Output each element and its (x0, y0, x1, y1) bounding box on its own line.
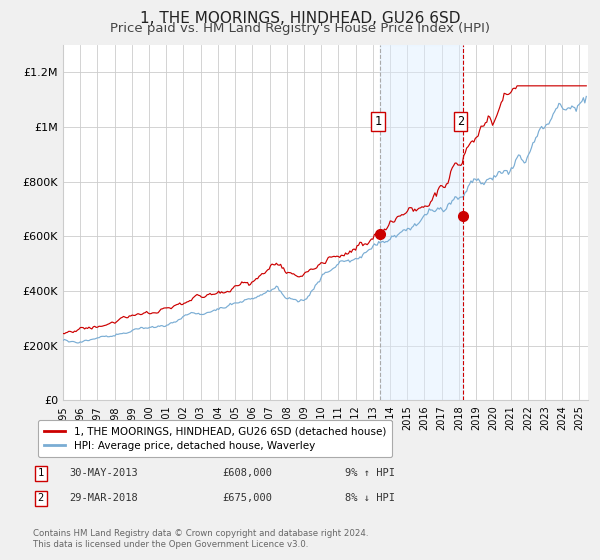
Text: 29-MAR-2018: 29-MAR-2018 (69, 493, 138, 503)
Text: Contains HM Land Registry data © Crown copyright and database right 2024.: Contains HM Land Registry data © Crown c… (33, 529, 368, 538)
Text: 30-MAY-2013: 30-MAY-2013 (69, 468, 138, 478)
Text: 1, THE MOORINGS, HINDHEAD, GU26 6SD: 1, THE MOORINGS, HINDHEAD, GU26 6SD (140, 11, 460, 26)
Text: This data is licensed under the Open Government Licence v3.0.: This data is licensed under the Open Gov… (33, 540, 308, 549)
Text: 9% ↑ HPI: 9% ↑ HPI (345, 468, 395, 478)
Text: 1: 1 (374, 115, 382, 128)
Text: £608,000: £608,000 (222, 468, 272, 478)
Text: 1: 1 (38, 468, 44, 478)
Text: 2: 2 (38, 493, 44, 503)
Text: Price paid vs. HM Land Registry's House Price Index (HPI): Price paid vs. HM Land Registry's House … (110, 22, 490, 35)
Text: 2: 2 (457, 115, 464, 128)
Text: 8% ↓ HPI: 8% ↓ HPI (345, 493, 395, 503)
Text: £675,000: £675,000 (222, 493, 272, 503)
Legend: 1, THE MOORINGS, HINDHEAD, GU26 6SD (detached house), HPI: Average price, detach: 1, THE MOORINGS, HINDHEAD, GU26 6SD (det… (38, 420, 392, 457)
Bar (380, 45, 463, 400)
